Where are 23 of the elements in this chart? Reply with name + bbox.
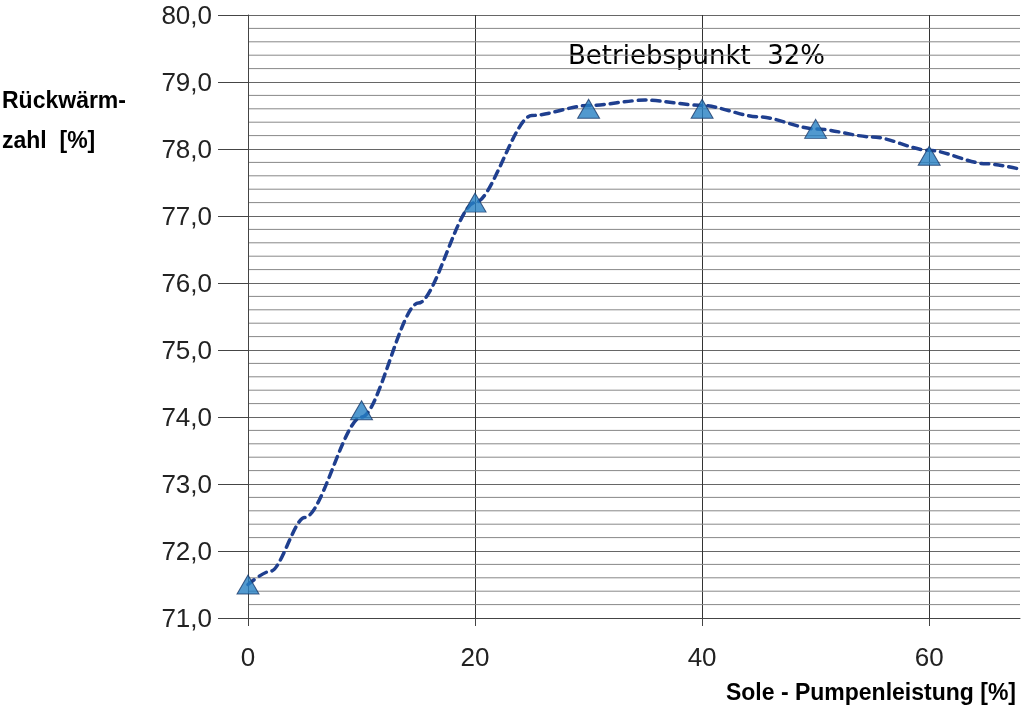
y-tick-label: 71,0 bbox=[161, 603, 212, 633]
x-tick-label: 0 bbox=[240, 642, 256, 672]
point bbox=[917, 145, 941, 166]
point bbox=[350, 400, 374, 421]
point bbox=[236, 574, 260, 595]
y-tick-label: 76,0 bbox=[161, 268, 212, 298]
point bbox=[804, 118, 828, 139]
y-tick-label: 74,0 bbox=[161, 402, 212, 432]
y-tick-label: 73,0 bbox=[161, 469, 212, 499]
point bbox=[690, 98, 714, 119]
y-axis-title: Rückwärm- zahl [%] bbox=[2, 87, 126, 153]
x-tick-label: 40 bbox=[687, 642, 717, 672]
point bbox=[577, 98, 601, 119]
x-tick-label: 60 bbox=[914, 642, 944, 672]
y-tick-label: 72,0 bbox=[161, 536, 212, 566]
point bbox=[463, 192, 487, 213]
x-axis-title: Sole - Pumpenleistung [%] bbox=[725, 678, 1017, 705]
y-tick-label: 78,0 bbox=[161, 134, 212, 164]
y-tick-label: 75,0 bbox=[161, 335, 212, 365]
y-tick-label: 77,0 bbox=[161, 201, 212, 231]
y-tick-label: 79,0 bbox=[161, 67, 212, 97]
x-tick-label: 20 bbox=[460, 642, 490, 672]
y-tick-label: 80,0 bbox=[161, 0, 212, 30]
